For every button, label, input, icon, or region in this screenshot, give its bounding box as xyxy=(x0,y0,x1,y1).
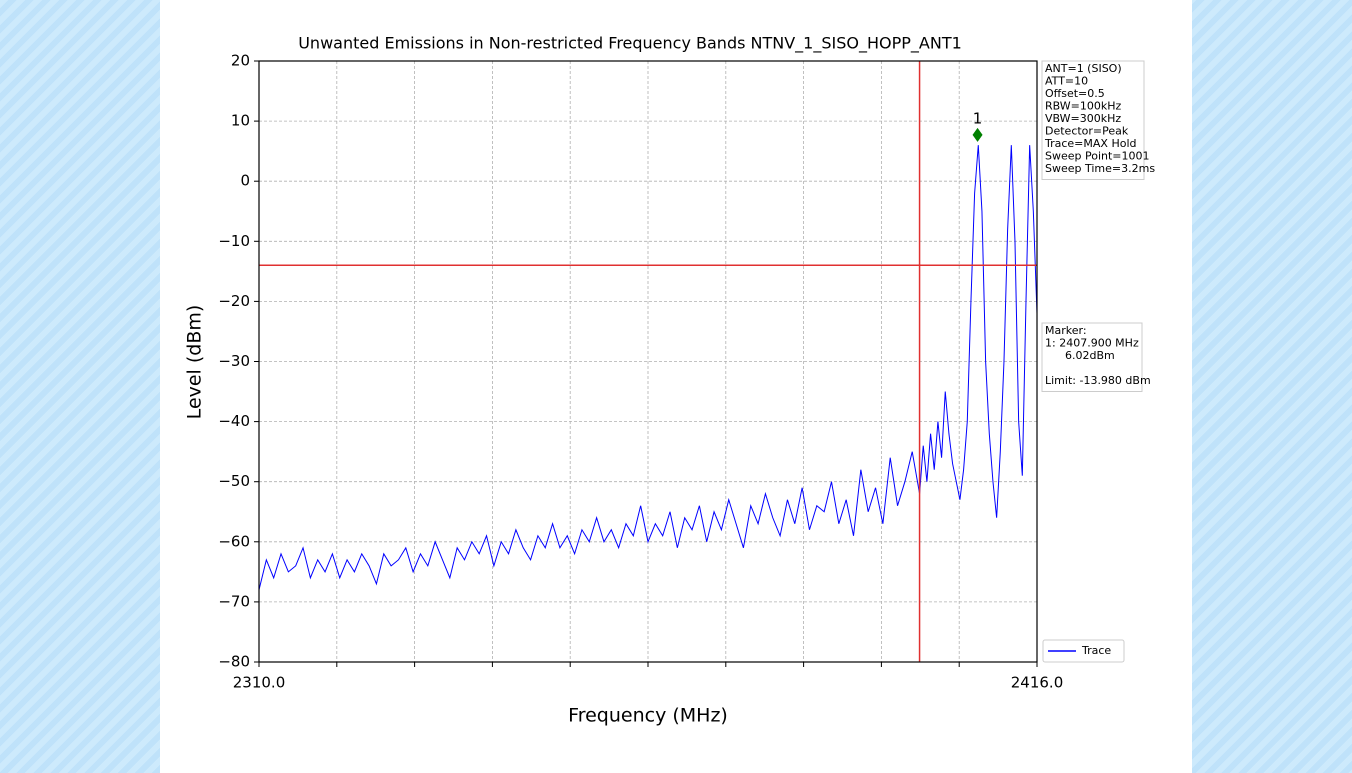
legend-box xyxy=(1042,639,1125,663)
y-tick-label: −30 xyxy=(218,352,250,370)
info-line: 6.02dBm xyxy=(1065,349,1115,362)
peak-marker xyxy=(972,127,983,142)
x-tick-label: 2416.0 xyxy=(1011,674,1064,692)
info-line: 1: 2407.900 MHz xyxy=(1045,337,1139,350)
y-tick-label: 0 xyxy=(240,172,250,190)
y-tick-label: −20 xyxy=(218,292,250,310)
info-box xyxy=(1041,322,1143,392)
info-line: Offset=0.5 xyxy=(1045,87,1105,100)
info-line: ATT=10 xyxy=(1045,75,1088,88)
y-tick-label: 10 xyxy=(231,112,250,130)
y-tick-label: −70 xyxy=(218,592,250,610)
plot-frame xyxy=(258,60,1038,663)
info-line: RBW=100kHz xyxy=(1045,100,1122,113)
info-line: Trace=MAX Hold xyxy=(1044,137,1137,150)
y-tick-label: −60 xyxy=(218,532,250,550)
y-tick-label: −80 xyxy=(218,653,250,671)
info-line: Detector=Peak xyxy=(1045,125,1129,138)
info-line: VBW=300kHz xyxy=(1045,112,1121,125)
info-line: Limit: -13.980 dBm xyxy=(1045,374,1151,387)
x-axis-label: Frequency (MHz) xyxy=(568,705,728,727)
trace-line xyxy=(259,145,1037,590)
y-axis-label: Level (dBm) xyxy=(184,305,206,420)
y-tick-label: −40 xyxy=(218,412,250,430)
info-line: Sweep Point=1001 xyxy=(1045,150,1150,163)
chart-title: Unwanted Emissions in Non-restricted Fre… xyxy=(298,34,962,54)
y-tick-label: −10 xyxy=(218,232,250,250)
info-line: Marker: xyxy=(1045,324,1087,337)
info-line: ANT=1 (SISO) xyxy=(1045,62,1122,75)
legend-label: Trace xyxy=(1081,644,1111,657)
marker-label: 1 xyxy=(973,109,983,127)
y-tick-label: −50 xyxy=(218,472,250,490)
info-box xyxy=(1041,60,1145,180)
info-line: Sweep Time=3.2ms xyxy=(1045,162,1155,175)
y-tick-label: 20 xyxy=(231,52,250,70)
x-tick-label: 2310.0 xyxy=(233,674,286,692)
panel xyxy=(160,0,1192,773)
